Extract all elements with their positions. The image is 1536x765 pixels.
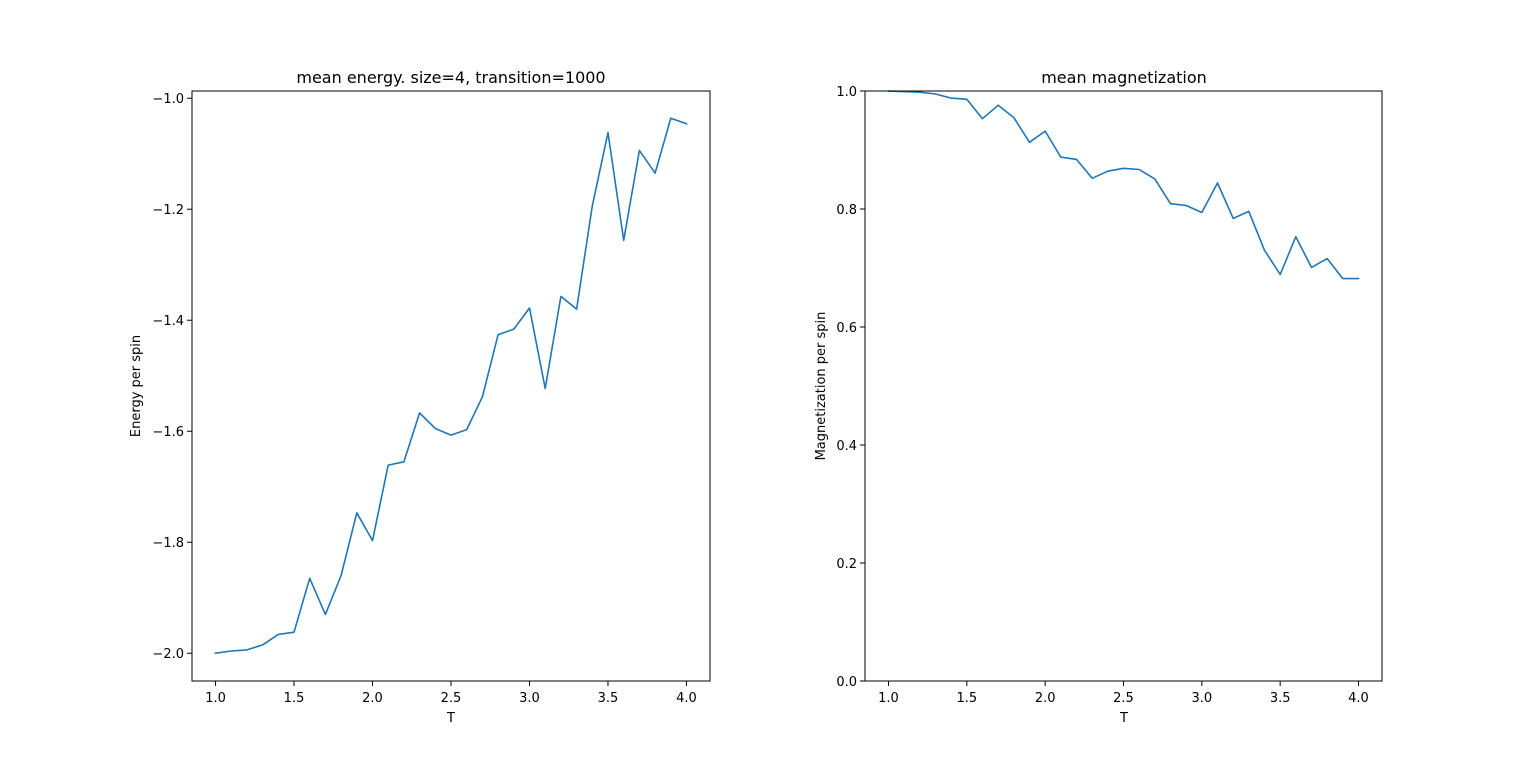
energy-x-tick-label: 2.0 [362,691,383,706]
energy-series-line [214,117,688,655]
magnetization-x-tick-label: 4.0 [1348,691,1369,706]
magnetization-x-tick-label: 3.5 [1270,691,1291,706]
magnetization-series-line [887,90,1360,280]
magnetization-y-tick-label: 0.4 [836,439,857,454]
magnetization-x-tick-label: 1.0 [878,691,899,706]
energy-y-tick-label: −2.0 [152,647,184,662]
energy-x-tick-label: 4.0 [676,691,697,706]
magnetization-y-tick-label: 0.6 [836,321,857,336]
energy-y-tick-label: −1.6 [152,425,184,440]
energy-x-tick-label: 2.5 [441,691,462,706]
energy-y-tick-label: −1.0 [152,92,184,107]
magnetization-chart-title: mean magnetization [1041,68,1207,87]
magnetization-subplot: mean magnetization T Magnetization per s… [814,68,1383,726]
magnetization-y-tick-label: 0.2 [836,557,857,572]
magnetization-y-tick-label: 1.0 [836,85,857,100]
magnetization-x-axis-label: T [1119,711,1128,726]
energy-x-tick-label: 1.5 [284,691,305,706]
magnetization-x-tick-label: 1.5 [956,691,977,706]
energy-chart-title: mean energy. size=4, transition=1000 [296,68,605,87]
magnetization-y-axis-label: Magnetization per spin [814,312,829,461]
magnetization-y-tick-label: 0.8 [836,203,857,218]
energy-y-tick-label: −1.4 [152,314,184,329]
energy-y-axis-label: Energy per spin [129,335,144,437]
magnetization-x-tick-label: 2.0 [1035,691,1056,706]
magnetization-x-tick-label: 2.5 [1113,691,1134,706]
energy-x-tick-label: 3.5 [598,691,619,706]
energy-y-tick-label: −1.8 [152,536,184,551]
energy-x-tick-label: 3.0 [519,691,540,706]
magnetization-y-tick-label: 0.0 [836,675,857,690]
energy-subplot: mean energy. size=4, transition=1000 T E… [129,68,711,726]
energy-y-tick-label: −1.2 [152,203,184,218]
magnetization-x-tick-label: 3.0 [1191,691,1212,706]
energy-x-tick-label: 1.0 [205,691,226,706]
energy-x-axis-label: T [446,711,455,726]
